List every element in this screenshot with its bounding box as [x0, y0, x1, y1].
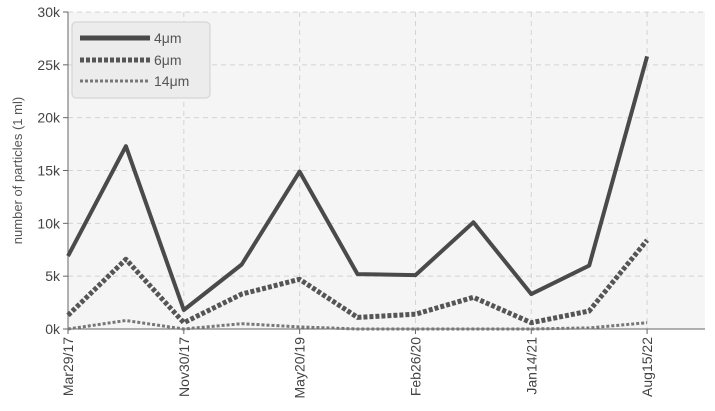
legend-label-14um: 14μm: [154, 73, 189, 89]
y-tick-label: 30k: [37, 4, 61, 20]
axes: 0k 5k 10k 15k 20k 25k 30k Mar29/17 Nov30/17 May20…: [37, 4, 705, 398]
y-tick-label: 15k: [37, 163, 61, 179]
x-tick-label: Nov30/17: [176, 337, 192, 397]
y-axis-label: number of particles (1 ml): [10, 97, 25, 244]
x-tick-label: Jan14/21: [523, 337, 539, 395]
x-tick-label: Mar29/17: [60, 337, 76, 396]
x-tick-label: Aug15/22: [639, 337, 655, 397]
legend-label-4um: 4μm: [154, 30, 182, 46]
y-tick-label: 20k: [37, 110, 61, 126]
series-line-4um: [66, 55, 650, 312]
legend: 4μm 6μm 14μm: [71, 21, 211, 99]
series-lines: [66, 55, 650, 331]
y-tick-label: 5k: [45, 268, 61, 284]
x-tick-label: May20/19: [292, 337, 308, 399]
y-tick-label: 25k: [37, 57, 61, 73]
series-line-6um: [66, 238, 650, 326]
x-tick-label: Feb26/20: [407, 337, 423, 396]
y-tick-label: 0k: [45, 321, 61, 337]
series-line-14um: [67, 319, 648, 331]
y-tick-label: 10k: [37, 215, 61, 231]
legend-label-6um: 6μm: [154, 52, 182, 68]
